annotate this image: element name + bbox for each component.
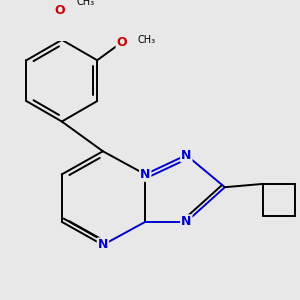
Text: N: N xyxy=(181,215,191,228)
Text: N: N xyxy=(181,148,191,162)
Text: O: O xyxy=(54,4,65,17)
Text: O: O xyxy=(117,36,127,49)
Text: CH₃: CH₃ xyxy=(137,35,156,45)
Text: N: N xyxy=(140,168,150,181)
Text: CH₃: CH₃ xyxy=(76,0,95,6)
Text: N: N xyxy=(98,238,108,251)
Text: CH₃: CH₃ xyxy=(76,0,94,7)
